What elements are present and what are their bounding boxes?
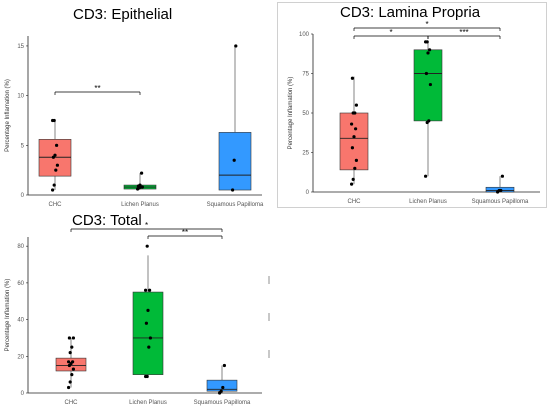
data-point <box>55 163 60 167</box>
significance-label: ** <box>94 84 100 93</box>
significance-label: * <box>389 28 392 37</box>
y-axis-label: Percentage Inflamation (%) <box>288 77 294 150</box>
data-point <box>71 336 75 340</box>
data-point <box>70 345 74 349</box>
x-tick-label: Squamous Papilloma <box>207 202 264 208</box>
y-tick-label: 10 <box>17 94 24 100</box>
data-point <box>350 76 354 80</box>
y-tick-label: 80 <box>17 244 24 250</box>
x-tick-label: CHC <box>65 400 79 406</box>
data-point <box>354 103 358 107</box>
data-point <box>144 321 148 325</box>
chart-title-lamina-propria: CD3: Lamina Propria <box>340 4 481 21</box>
data-point <box>353 111 357 115</box>
chart-epithelial: 0 5 10 15 Percentage Inflamation (%) CHC Liche… <box>5 36 264 208</box>
chart-lamina-propria: 0 25 50 75 100 Percentage Inflamation (%) CHC L… <box>288 20 540 205</box>
data-point <box>140 185 144 189</box>
chart-title-total: CD3: Total <box>72 212 142 229</box>
chart-title-epithelial: CD3: Epithelial <box>73 6 173 23</box>
y-tick-label: 0 <box>306 190 310 196</box>
data-point <box>55 143 59 147</box>
data-point <box>67 360 71 364</box>
box-lichen <box>413 49 443 122</box>
data-point <box>67 385 71 390</box>
y-tick-label: 20 <box>17 354 24 360</box>
y-tick-label: 15 <box>17 44 24 50</box>
chart-total: 0 20 40 60 80 Percentage Inflamation (%) CHC Li… <box>5 221 262 406</box>
significance-label: ** <box>182 228 188 237</box>
x-tick-label: Lichen Planus <box>129 400 167 406</box>
data-point <box>425 40 429 44</box>
edge-mark <box>268 350 270 358</box>
data-point <box>352 135 356 139</box>
significance-label: *** <box>459 28 468 37</box>
data-point <box>234 44 238 48</box>
data-point <box>221 385 225 390</box>
box-lichen <box>132 291 164 375</box>
data-point <box>350 146 354 150</box>
x-tick-label: Squamous Papilloma <box>194 400 251 406</box>
data-point <box>222 363 226 368</box>
y-tick-label: 25 <box>302 151 309 157</box>
data-point <box>426 51 430 55</box>
data-point <box>145 374 149 379</box>
y-axis-label: Percentage Inflamation (%) <box>5 79 11 152</box>
data-point <box>354 158 358 162</box>
x-tick-label: CHC <box>348 199 362 205</box>
data-point <box>351 177 355 181</box>
data-point <box>428 48 432 52</box>
data-point <box>140 171 144 175</box>
data-point <box>499 188 503 193</box>
data-point <box>232 158 236 162</box>
data-point <box>500 174 504 178</box>
data-point <box>71 360 75 364</box>
edge-mark <box>268 313 270 321</box>
data-point <box>219 389 223 393</box>
data-point <box>144 288 148 292</box>
data-point <box>53 153 57 157</box>
data-point <box>68 380 72 384</box>
data-point <box>146 308 150 313</box>
data-point <box>145 244 149 248</box>
data-point <box>71 367 75 371</box>
data-point <box>148 336 152 340</box>
data-point <box>148 288 152 292</box>
data-point <box>147 345 151 349</box>
edge-mark <box>268 276 270 284</box>
y-tick-label: 100 <box>299 32 310 38</box>
data-point <box>350 182 354 186</box>
data-point <box>68 351 72 355</box>
x-tick-label: Squamous Papilloma <box>472 199 529 205</box>
data-point <box>51 188 55 192</box>
significance-label: * <box>425 20 428 29</box>
data-point <box>52 183 56 187</box>
data-point <box>70 373 74 377</box>
data-point <box>424 174 428 178</box>
y-tick-label: 75 <box>302 72 309 78</box>
data-point <box>353 166 357 170</box>
y-tick-label: 50 <box>302 111 309 117</box>
y-tick-label: 0 <box>21 391 25 397</box>
y-tick-label: 60 <box>17 281 24 287</box>
y-tick-label: 5 <box>21 143 25 149</box>
data-point <box>350 122 354 126</box>
data-point <box>424 71 428 76</box>
x-tick-label: CHC <box>49 202 63 208</box>
y-axis-label: Percentage Inflamation (%) <box>5 279 11 352</box>
significance-label: * <box>145 221 148 230</box>
x-tick-label: Lichen Planus <box>121 202 159 208</box>
chart-frame-lamina-propria <box>277 2 547 208</box>
data-point <box>54 168 58 172</box>
y-tick-label: 40 <box>17 318 24 324</box>
data-point <box>52 118 56 123</box>
y-tick-label: 0 <box>21 193 25 199</box>
data-point <box>138 183 142 187</box>
data-point <box>231 188 235 192</box>
x-tick-label: Lichen Planus <box>409 199 447 205</box>
data-point <box>427 119 431 123</box>
data-point <box>354 127 358 131</box>
box-chc <box>339 112 369 171</box>
data-point <box>67 336 71 340</box>
data-point <box>428 82 432 87</box>
